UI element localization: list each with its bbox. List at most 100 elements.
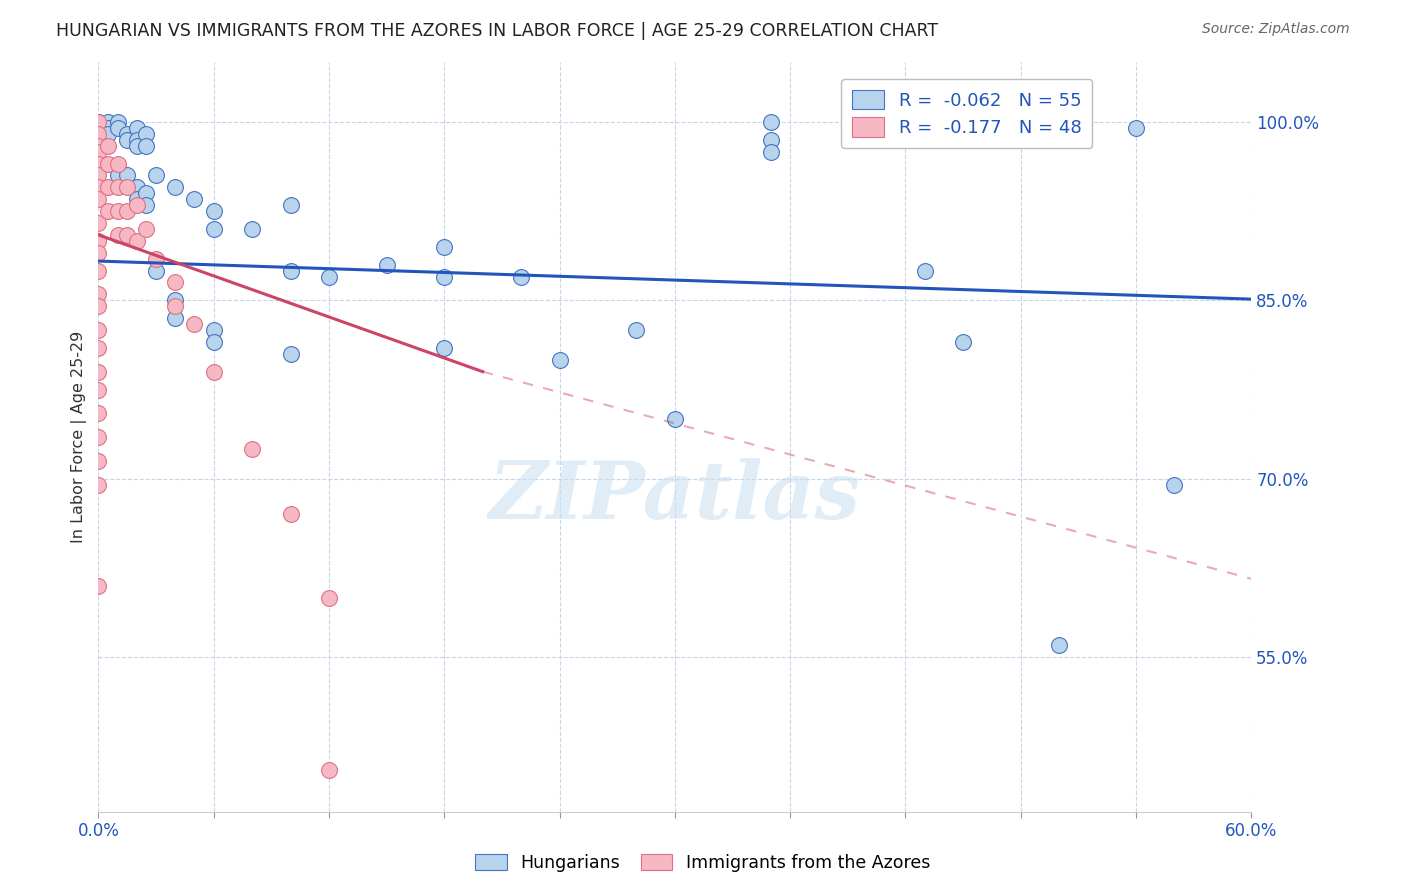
- Point: [117, 127, 139, 141]
- Point: [125, 133, 148, 147]
- Point: [202, 365, 225, 379]
- Point: [135, 222, 157, 236]
- Point: [145, 169, 167, 183]
- Point: [433, 240, 456, 254]
- Point: [87, 115, 110, 129]
- Point: [87, 115, 110, 129]
- Point: [165, 180, 187, 194]
- Point: [87, 477, 110, 491]
- Point: [375, 258, 398, 272]
- Text: HUNGARIAN VS IMMIGRANTS FROM THE AZORES IN LABOR FORCE | AGE 25-29 CORRELATION C: HUNGARIAN VS IMMIGRANTS FROM THE AZORES …: [56, 22, 938, 40]
- Point: [135, 127, 157, 141]
- Point: [87, 192, 110, 206]
- Point: [87, 341, 110, 355]
- Point: [107, 169, 129, 183]
- Point: [87, 156, 110, 170]
- Point: [759, 115, 782, 129]
- Point: [117, 169, 139, 183]
- Point: [87, 216, 110, 230]
- Point: [1047, 638, 1070, 652]
- Point: [87, 138, 110, 153]
- Point: [626, 323, 648, 337]
- Point: [87, 299, 110, 313]
- Point: [759, 133, 782, 147]
- Point: [125, 234, 148, 248]
- Point: [117, 227, 139, 242]
- Point: [165, 276, 187, 290]
- Point: [107, 162, 129, 177]
- Point: [97, 138, 120, 153]
- Point: [135, 198, 157, 212]
- Point: [145, 252, 167, 266]
- Point: [548, 352, 571, 367]
- Point: [87, 180, 110, 194]
- Point: [145, 263, 167, 277]
- Point: [87, 383, 110, 397]
- Point: [135, 138, 157, 153]
- Point: [280, 198, 302, 212]
- Point: [165, 311, 187, 326]
- Point: [87, 115, 110, 129]
- Point: [117, 180, 139, 194]
- Point: [202, 323, 225, 337]
- Point: [280, 508, 302, 522]
- Point: [97, 127, 120, 141]
- Point: [318, 763, 340, 777]
- Point: [87, 115, 110, 129]
- Legend: Hungarians, Immigrants from the Azores: Hungarians, Immigrants from the Azores: [468, 847, 938, 879]
- Point: [97, 204, 120, 219]
- Text: Source: ZipAtlas.com: Source: ZipAtlas.com: [1202, 22, 1350, 37]
- Point: [87, 234, 110, 248]
- Point: [125, 180, 148, 194]
- Point: [318, 591, 340, 605]
- Point: [135, 186, 157, 201]
- Point: [202, 204, 225, 219]
- Point: [1125, 120, 1147, 135]
- Point: [107, 227, 129, 242]
- Point: [107, 156, 129, 170]
- Point: [87, 145, 110, 159]
- Point: [433, 269, 456, 284]
- Point: [510, 269, 533, 284]
- Point: [87, 245, 110, 260]
- Point: [87, 454, 110, 468]
- Point: [87, 365, 110, 379]
- Point: [125, 138, 148, 153]
- Point: [280, 263, 302, 277]
- Point: [125, 192, 148, 206]
- Point: [87, 323, 110, 337]
- Point: [87, 127, 110, 141]
- Point: [202, 222, 225, 236]
- Point: [125, 198, 148, 212]
- Point: [117, 204, 139, 219]
- Point: [97, 115, 120, 129]
- Point: [202, 334, 225, 349]
- Point: [87, 430, 110, 444]
- Point: [183, 317, 205, 331]
- Point: [165, 299, 187, 313]
- Point: [107, 204, 129, 219]
- Point: [952, 334, 974, 349]
- Point: [240, 442, 263, 456]
- Point: [97, 180, 120, 194]
- Point: [97, 120, 120, 135]
- Legend: R =  -0.062   N = 55, R =  -0.177   N = 48: R = -0.062 N = 55, R = -0.177 N = 48: [841, 79, 1092, 148]
- Point: [183, 192, 205, 206]
- Point: [165, 293, 187, 308]
- Point: [433, 341, 456, 355]
- Point: [87, 579, 110, 593]
- Point: [318, 269, 340, 284]
- Point: [117, 133, 139, 147]
- Point: [240, 222, 263, 236]
- Point: [87, 169, 110, 183]
- Point: [1163, 477, 1185, 491]
- Point: [107, 120, 129, 135]
- Text: ZIPatlas: ZIPatlas: [489, 458, 860, 536]
- Point: [87, 287, 110, 301]
- Point: [664, 412, 686, 426]
- Point: [280, 347, 302, 361]
- Point: [759, 145, 782, 159]
- Point: [125, 120, 148, 135]
- Y-axis label: In Labor Force | Age 25-29: In Labor Force | Age 25-29: [72, 331, 87, 543]
- Point: [87, 406, 110, 420]
